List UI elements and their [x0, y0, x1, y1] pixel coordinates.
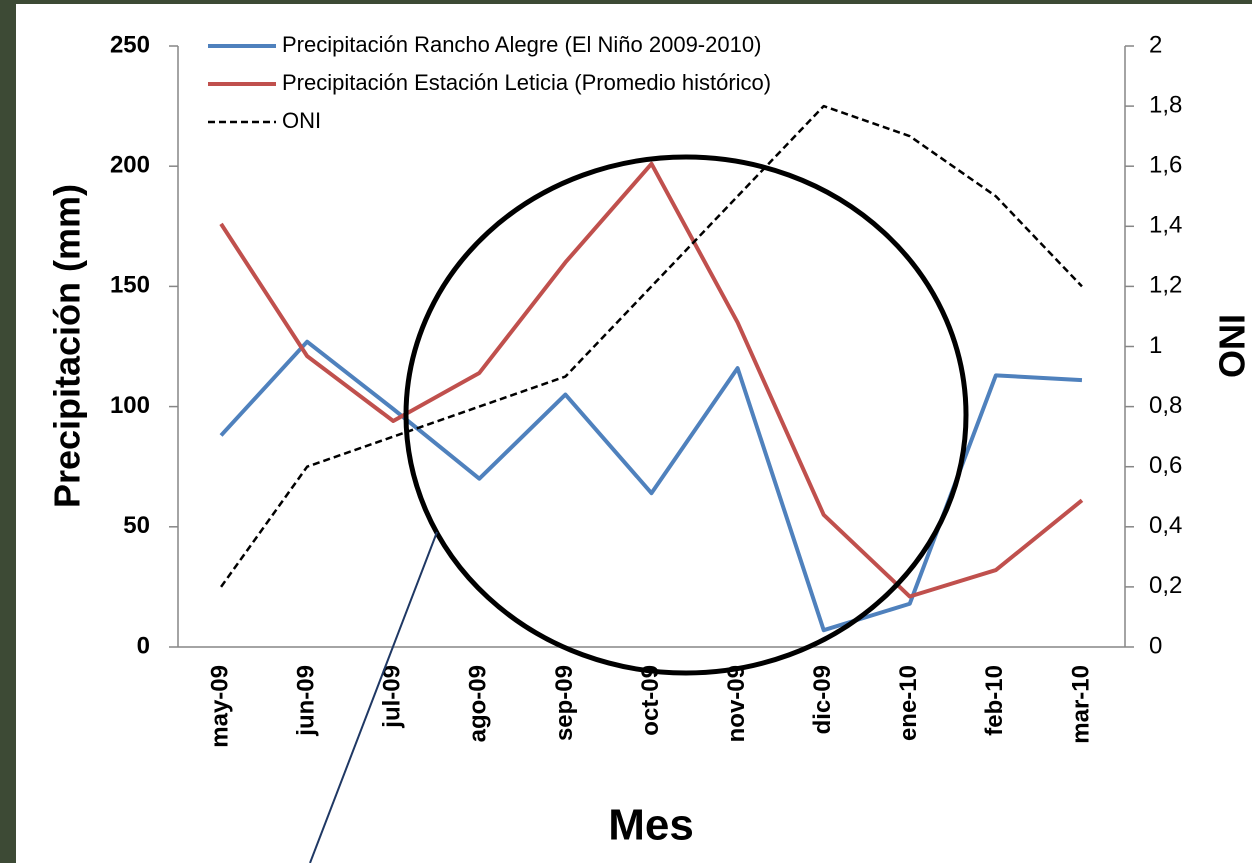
y2-tick-label: 0,4: [1149, 512, 1182, 539]
x-tick-label: sep-09: [551, 665, 578, 741]
legend-label: ONI: [282, 108, 321, 133]
plot: 0 50 100 150 200 250 0 0,2 0,4 0,6 0,8 1 1,2 1,4 1,6 1,…: [110, 31, 1182, 747]
y2-tick-label: 0,6: [1149, 452, 1182, 479]
y2-tick-label: 2: [1149, 31, 1162, 58]
y-tick-label: 200: [110, 152, 150, 179]
y2-tick-label: 0: [1149, 632, 1162, 659]
y2-tick-label: 0,8: [1149, 392, 1182, 419]
y2-tick-label: 1,4: [1149, 212, 1182, 239]
x-tick-label: nov-09: [723, 665, 750, 742]
x-tick-label: ene-10: [895, 665, 922, 741]
x-tick-label: ago-09: [465, 665, 492, 742]
x-axis-title: Mes: [608, 801, 694, 850]
y-tick-label: 100: [110, 392, 150, 419]
y-tick-label: 50: [123, 512, 150, 539]
series-line: [219, 161, 1084, 599]
x-tick-label: feb-10: [981, 665, 1008, 736]
y-tick-label: 150: [110, 272, 150, 299]
x-tick-label: mar-10: [1067, 665, 1094, 744]
y-tick-label: 0: [137, 632, 150, 659]
y2-tick-label: 1,2: [1149, 272, 1182, 299]
x-tick-label: jun-09: [292, 665, 319, 737]
x-tick-label: jul-09: [379, 665, 406, 729]
y2-tick-label: 0,2: [1149, 572, 1182, 599]
y2-tick-label: 1,8: [1149, 91, 1182, 118]
legend-label: Precipitación Estación Leticia (Promedio…: [282, 70, 771, 95]
x-tick-label: oct-09: [637, 665, 664, 736]
y2-tick-label: 1,6: [1149, 152, 1182, 179]
y-tick-label: 250: [110, 31, 150, 58]
y-axis-title: Precipitación (mm): [47, 184, 88, 508]
y2-axis-title: ONI: [1212, 314, 1252, 378]
pointer-arrow: [309, 531, 438, 863]
x-tick-label: may-09: [206, 665, 233, 748]
highlight-circle: [403, 154, 969, 676]
legend-label: Precipitación Rancho Alegre (El Niño 200…: [282, 32, 761, 57]
y2-tick-label: 1: [1149, 332, 1162, 359]
x-tick-label: dic-09: [809, 665, 836, 734]
